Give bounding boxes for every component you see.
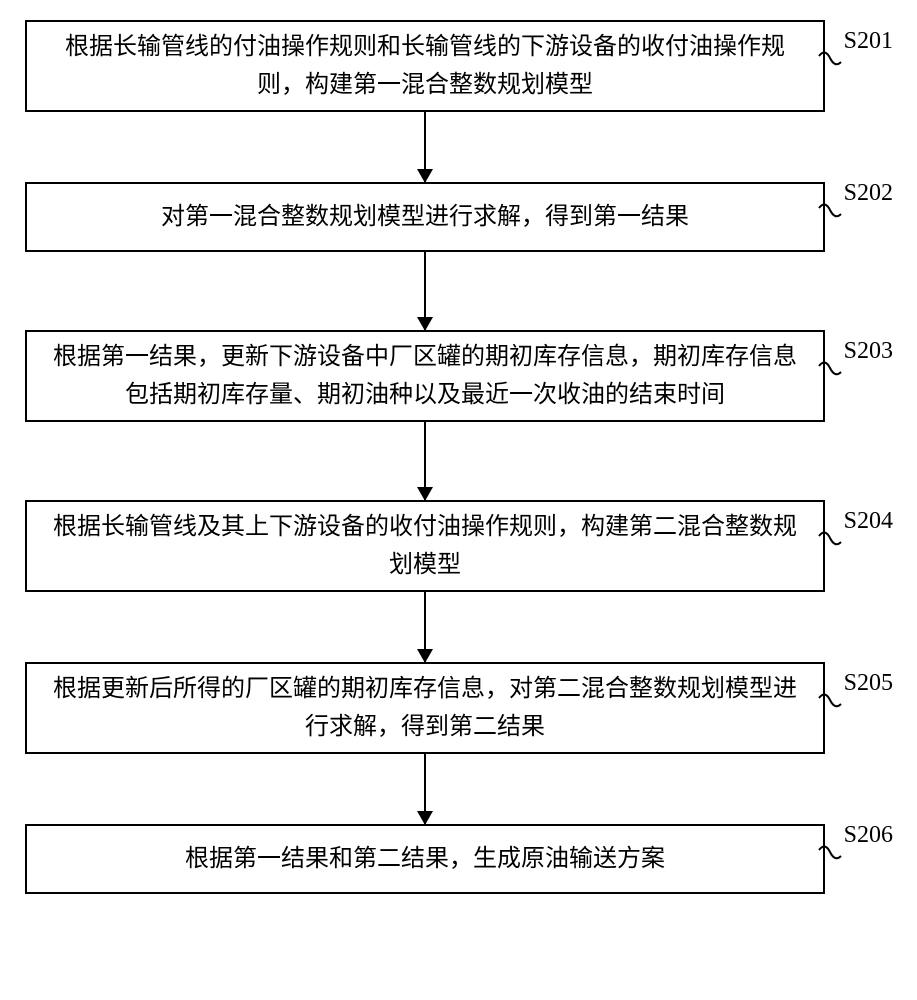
arrow-line [424,252,426,330]
arrow-line [424,422,426,500]
arrow-connector [25,592,825,662]
step-row: 对第一混合整数规划模型进行求解，得到第一结果S202 [25,182,825,252]
step-box-S205: 根据更新后所得的厂区罐的期初库存信息，对第二混合整数规划模型进行求解，得到第二结… [25,662,825,754]
arrow-connector [25,422,825,500]
step-box-S201: 根据长输管线的付油操作规则和长输管线的下游设备的收付油操作规则，构建第一混合整数… [25,20,825,112]
arrow-head-icon [417,169,433,183]
step-box-S206: 根据第一结果和第二结果，生成原油输送方案 [25,824,825,894]
step-row: 根据长输管线的付油操作规则和长输管线的下游设备的收付油操作规则，构建第一混合整数… [25,20,825,112]
step-label-S201: S201 [844,28,893,55]
step-row: 根据长输管线及其上下游设备的收付油操作规则，构建第二混合整数规划模型S204 [25,500,825,592]
step-box-S202: 对第一混合整数规划模型进行求解，得到第一结果 [25,182,825,252]
step-box-S204: 根据长输管线及其上下游设备的收付油操作规则，构建第二混合整数规划模型 [25,500,825,592]
arrow-connector [25,252,825,330]
step-label-S205: S205 [844,670,893,697]
step-row: 根据第一结果，更新下游设备中厂区罐的期初库存信息，期初库存信息包括期初库存量、期… [25,330,825,422]
arrow-head-icon [417,317,433,331]
arrow-head-icon [417,487,433,501]
step-label-S203: S203 [844,338,893,365]
step-label-S202: S202 [844,180,893,207]
step-row: 根据更新后所得的厂区罐的期初库存信息，对第二混合整数规划模型进行求解，得到第二结… [25,662,825,754]
step-row: 根据第一结果和第二结果，生成原油输送方案S206 [25,824,825,894]
step-box-S203: 根据第一结果，更新下游设备中厂区罐的期初库存信息，期初库存信息包括期初库存量、期… [25,330,825,422]
arrow-line [424,592,426,662]
step-label-S206: S206 [844,822,893,849]
arrow-head-icon [417,649,433,663]
arrow-head-icon [417,811,433,825]
arrow-connector [25,112,825,182]
flowchart-container: 根据长输管线的付油操作规则和长输管线的下游设备的收付油操作规则，构建第一混合整数… [25,20,895,894]
step-label-S204: S204 [844,508,893,535]
arrow-connector [25,754,825,824]
arrow-line [424,112,426,182]
arrow-line [424,754,426,824]
